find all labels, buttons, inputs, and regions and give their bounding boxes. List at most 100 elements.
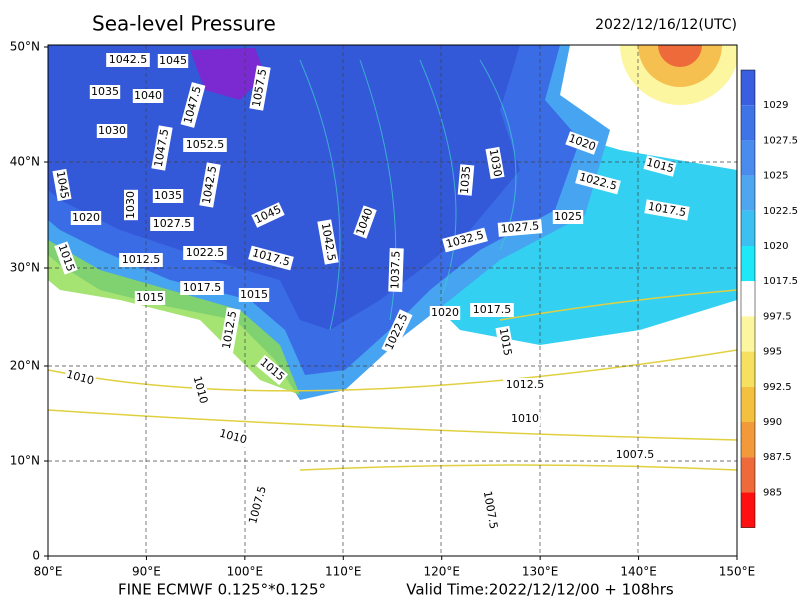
contour-label-text: 1027.5 [500,219,539,235]
contour-label-bg [388,247,404,293]
contour-label: 1057.5 [249,65,271,111]
contour-label-bg [199,162,221,208]
lon-tick-label: 110°E [325,565,362,579]
contour-label: 1030 [485,146,505,180]
contour-label: 1015 [495,325,515,359]
colorbar-segment [741,210,755,246]
contour-label-bg [183,138,227,152]
contour-label-text: 1035 [91,85,119,98]
contour-label-bg [106,53,150,67]
contour-label-bg [552,210,584,224]
contour-label: 1010 [189,373,211,407]
colorbar-segment [741,140,755,176]
lon-tick-label: 100°E [227,565,264,579]
model: FINE ECMWF 0.125°*0.125° [118,581,326,599]
contour-label: 1037.5 [388,247,404,293]
contour-label-text: 1052.5 [186,138,225,151]
contour-label: 1027.5 [497,219,543,237]
contour-label-bg [470,303,514,317]
lat-tick-label: 30°N [10,261,40,275]
shade-purple [190,48,265,100]
contour-label-bg [255,354,289,386]
contour-label: 1035 [89,85,121,99]
colorbar-segment [741,351,755,387]
colorbar-label: 985 [763,487,782,498]
contour-label: 1027.5 [150,217,194,231]
contour-label-text: 1012.5 [122,253,161,266]
contour-label: 1012.5 [219,307,241,353]
contour-label-bg [497,219,543,237]
contour-label-text: 1030 [124,191,137,219]
colorbar-frame [740,69,756,528]
contour-label: 1015 [134,291,166,305]
contour-label-bg [89,85,121,99]
colorbar-label: 995 [763,347,782,358]
colorbar-label: 1027.5 [763,135,798,146]
contour-label-bg [644,199,690,221]
shade-green [48,240,300,395]
contour-label-bg [132,89,164,103]
contour-label-bg [180,281,224,295]
lon-tick-label: 140°E [620,565,657,579]
colorbar-segment [741,281,755,317]
lat-tick-label: 40°N [10,155,40,169]
colorbar-label: 1017.5 [763,276,798,287]
contour-label-bg [54,241,78,275]
contour-label-text: 1007.5 [616,448,655,461]
contour-label-bg [157,54,189,68]
contour-label-bg [479,487,501,533]
contour-label-bg [124,189,138,221]
map-frame [47,44,738,557]
contour-label: 1020 [429,306,461,320]
contour-label-text: 1027.5 [153,217,192,230]
contour-label-bg [442,227,488,253]
colorbar-label: 987.5 [763,452,792,463]
contour-label: 1007.5 [479,487,501,533]
contour-label: 1017.5 [470,303,514,317]
contour-label: 1040 [132,89,164,103]
contour-label-text: 1030 [98,124,126,137]
contour-label-bg [248,245,294,271]
colorbar-segment [741,386,755,422]
contour-label-bg [457,164,475,196]
colorbar-label: 992.5 [763,382,792,393]
contour-label: 1015 [643,155,677,177]
contour-label-bg [643,155,677,177]
contour-label-bg [152,189,184,203]
contour-label-text: 1045 [54,170,72,200]
contour-label-text: 1012.5 [506,378,545,391]
contour-label-bg [381,309,413,355]
contour-label-text: 1040 [134,89,162,102]
contour-label: 1045 [157,54,189,68]
contour-label-text: 1020 [431,306,459,319]
contour-label: 1022.5 [183,246,227,260]
contour-label-text: 1017.5 [183,281,222,294]
contour-label: 1017.5 [644,199,690,221]
colorbar-label: 1020 [763,241,788,252]
contour-label: 1017.5 [180,281,224,295]
contour-label-bg [245,482,271,528]
map [48,45,737,556]
contour-label-bg [353,205,377,239]
colorbar-segment [741,105,755,141]
contour-label-text: 1045 [159,54,187,67]
contour-label-bg [151,125,173,171]
lon-tick-label: 130°E [522,565,559,579]
contour-label-text: 1017.5 [473,303,512,316]
valid-time: Valid Time:2022/12/12/00 + 108hrs [406,581,674,599]
valid-at: 2022/12/16/12(UTC) [595,17,737,33]
contour-label: 1020 [70,211,102,225]
contour-label: 1052.5 [183,138,227,152]
contour-label-bg [134,291,166,305]
contour-label: 1030 [96,124,128,138]
contour-label: 1042.5 [106,53,150,67]
contour-label: 1012.5 [503,378,547,392]
colorbar-segment [741,70,755,106]
colorbar-segment [741,422,755,458]
colorbar-segment [741,492,755,528]
contour-label: 1025 [552,210,584,224]
contour-label-bg [70,211,102,225]
lat-tick-label: 50°N [10,40,40,54]
low-inner [658,45,702,67]
colorbar-segment [741,316,755,352]
